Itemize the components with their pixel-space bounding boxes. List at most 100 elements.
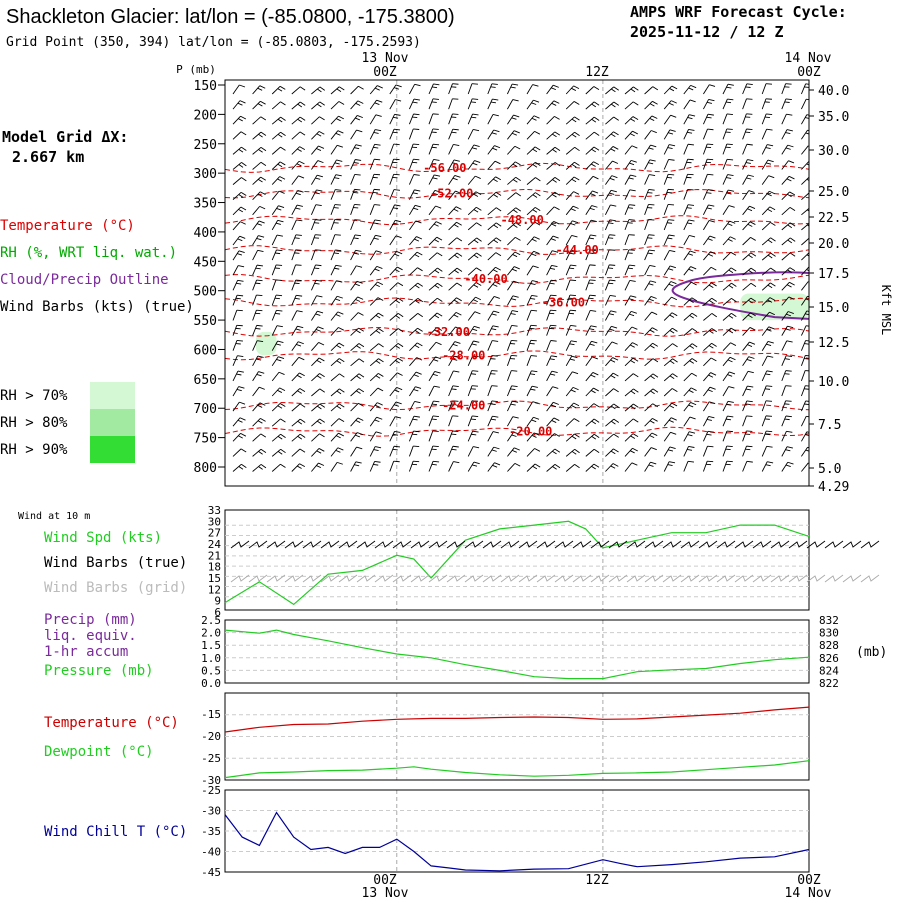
- wind-barb-staff: [645, 145, 651, 154]
- wind-barb: [664, 432, 676, 441]
- wind-barb: [703, 114, 713, 124]
- wind-barb-staff: [272, 147, 280, 154]
- wind-barb: [703, 252, 716, 260]
- wind-barb-flag: [574, 192, 579, 195]
- wind-barb-flag: [609, 314, 614, 315]
- wind-barb-flag: [300, 147, 305, 150]
- wind-barb-flag: [237, 254, 242, 255]
- wind-barb-staff: [429, 175, 434, 185]
- wind-barb: [390, 114, 401, 124]
- wind-barb-flag: [555, 147, 560, 150]
- wind-barb: [311, 419, 324, 426]
- wind-barb: [782, 462, 794, 471]
- wind-barb-flag: [412, 117, 417, 118]
- wind-barb-staff: [684, 446, 689, 456]
- wind-barb: [684, 329, 697, 336]
- wind-barb: [782, 447, 793, 457]
- wind-barb-flag: [492, 401, 498, 402]
- windchill-panel: -25-30-35-40-45: [201, 784, 809, 879]
- wind-barb-staff: [723, 283, 731, 290]
- wind-barb: [429, 313, 442, 321]
- wind-barb-flag: [339, 359, 344, 362]
- wind-barb: [311, 374, 324, 381]
- wind-barb-flag: [689, 446, 695, 447]
- wind-barb-staff: [507, 401, 512, 411]
- wind-barb: [605, 373, 618, 381]
- wind-barb-flag: [317, 360, 321, 362]
- windchill-tick: -45: [201, 866, 221, 879]
- pressure-tick-label: 500: [194, 285, 217, 300]
- wind-barb-staff: [311, 374, 319, 381]
- wind-barb-flag: [417, 268, 422, 271]
- wind-barb: [390, 100, 401, 110]
- wind-barb-flag: [726, 178, 731, 179]
- wind-barb-staff: [409, 159, 413, 169]
- wind-barb-staff: [723, 313, 731, 320]
- wind-barb-staff: [468, 84, 472, 94]
- wind-barb-staff: [586, 86, 594, 94]
- wind-barb-flag: [255, 283, 260, 284]
- wind-barb-staff: [527, 402, 533, 411]
- wind-barb: [566, 387, 578, 396]
- wind-barb-flag: [671, 282, 677, 284]
- wind-barb-flag: [355, 118, 360, 120]
- wind-barb-staff: [429, 298, 437, 305]
- wind-barb-flag: [729, 372, 735, 374]
- wind-barb-flag: [297, 149, 301, 151]
- wind-barb: [331, 101, 344, 109]
- wind-barb-flag: [297, 375, 301, 377]
- wind-barb-flag: [455, 342, 461, 344]
- wind-barb-flag: [373, 147, 378, 148]
- wind-barb-staff: [801, 192, 809, 199]
- wind-barb-staff: [233, 402, 239, 411]
- wind-barb-flag: [377, 266, 383, 268]
- wind-barb-flag: [494, 130, 500, 132]
- wind-barb-staff: [782, 462, 788, 471]
- wind-barb-staff: [625, 235, 629, 245]
- wind-barb-staff: [311, 265, 315, 275]
- wind-barb: [664, 250, 675, 260]
- wind-barb: [370, 220, 380, 230]
- wind-barb-flag: [690, 346, 694, 349]
- wind-barb: [586, 388, 599, 396]
- wind-barb: [801, 386, 811, 396]
- wind-barb-flag: [550, 325, 556, 326]
- wind-barb-flag: [318, 146, 323, 148]
- wind-barb-flag: [276, 250, 282, 251]
- wind-barb-flag: [476, 268, 481, 271]
- wind-barb-staff: [743, 99, 747, 109]
- wind-barb-flag: [296, 329, 301, 330]
- wind-barb-flag: [320, 419, 325, 422]
- wind-barb-flag: [534, 237, 539, 240]
- wind-barb-flag: [376, 251, 382, 253]
- wind-barb-flag: [316, 466, 321, 468]
- wind-barb-staff: [409, 446, 413, 456]
- wind-barb-staff: [253, 310, 257, 320]
- wind-barb-flag: [552, 134, 556, 137]
- wind-barb: [468, 253, 481, 260]
- wind-barb: [390, 387, 402, 396]
- wind-barb-flag: [338, 131, 344, 133]
- wind-barb-staff: [292, 205, 297, 215]
- wind-barb-flag: [688, 144, 694, 145]
- wind-barb: [527, 356, 537, 366]
- wind-barb-staff: [390, 129, 394, 139]
- wind-barb-staff: [253, 221, 259, 230]
- rh-legend-label: RH > 70%: [0, 388, 68, 404]
- wind-barb-flag: [356, 462, 362, 463]
- wind-barb-flag: [433, 401, 439, 402]
- wind-barb-flag: [397, 267, 402, 270]
- wind-barb-flag: [727, 375, 732, 377]
- wind-barb: [645, 312, 658, 320]
- wind-barb-flag: [711, 358, 716, 361]
- wind-barb-flag: [785, 419, 790, 420]
- wind-barb-flag: [593, 372, 598, 374]
- wind-barb-staff: [782, 161, 789, 170]
- wind-barb-flag: [667, 223, 672, 224]
- wind-barb-flag: [317, 406, 321, 409]
- wind-barb-staff: [488, 356, 492, 366]
- wind-barb: [645, 343, 658, 350]
- kft-tick-label: 10.0: [818, 375, 849, 390]
- wind-barb-flag: [512, 269, 517, 271]
- wind-barb-flag: [692, 358, 697, 361]
